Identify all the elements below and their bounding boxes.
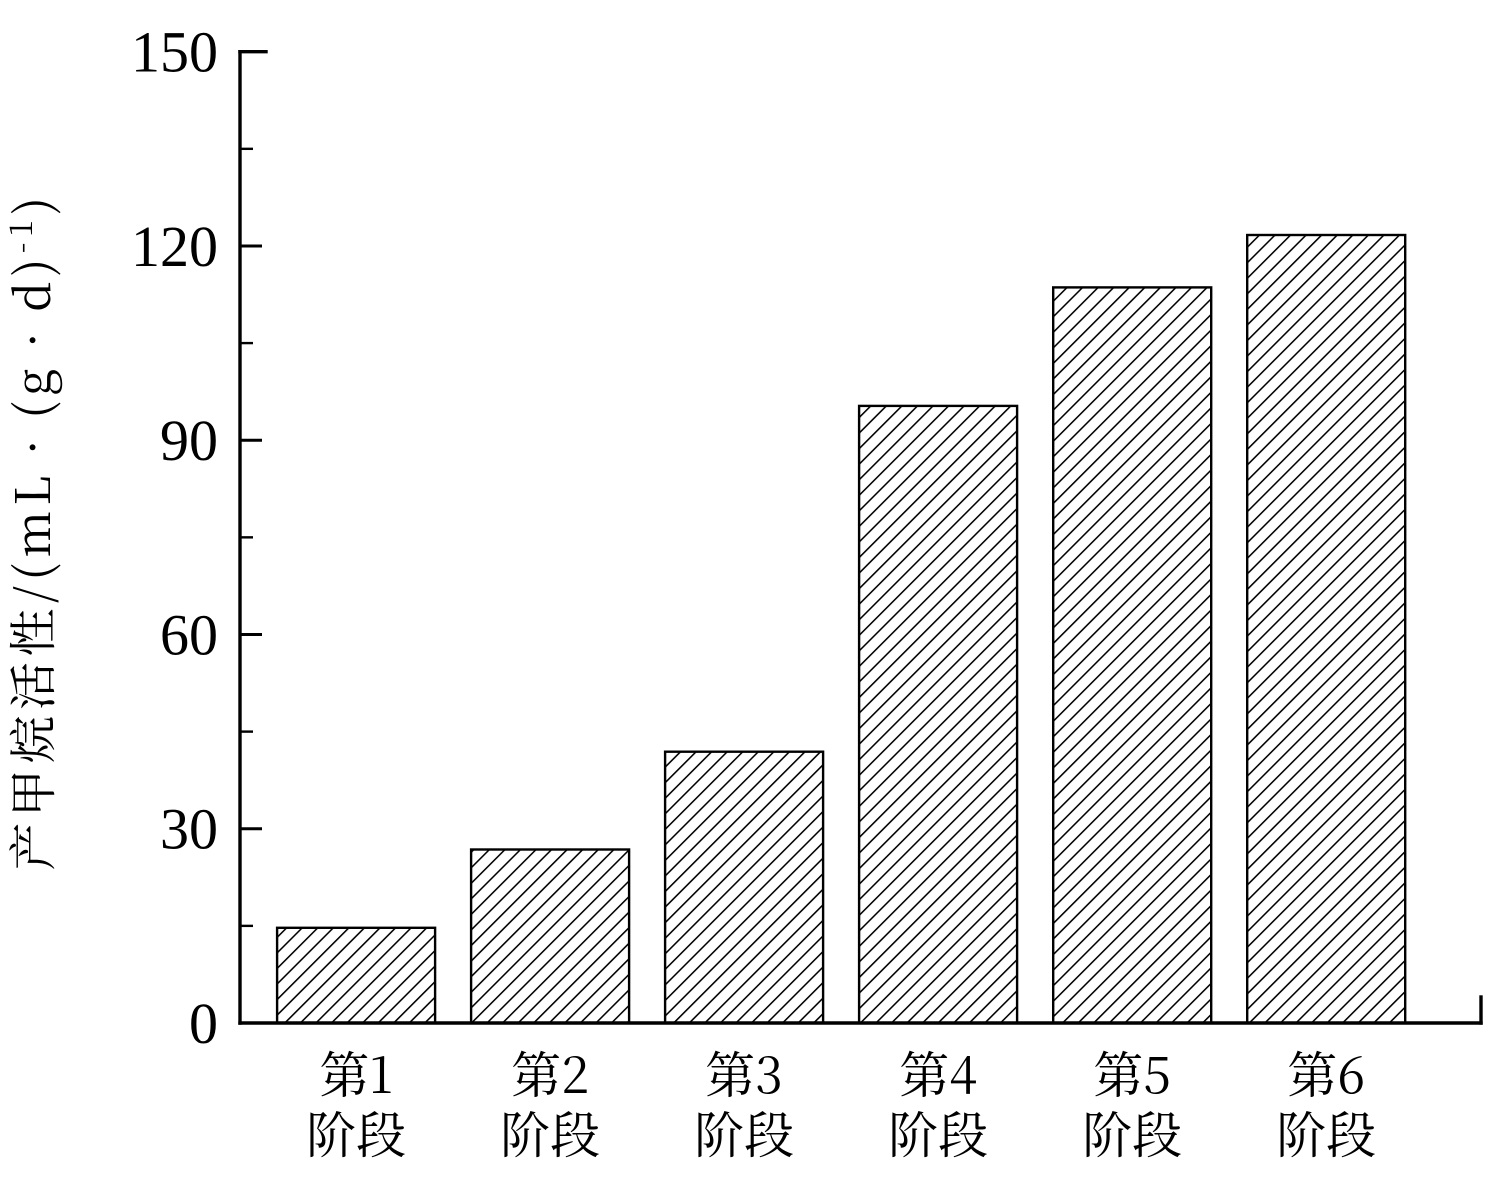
svg-text:30: 30 [160, 797, 218, 862]
svg-text:0: 0 [189, 991, 218, 1056]
svg-text:产甲烷活性/(mL · (g · d)-1): 产甲烷活性/(mL · (g · d)-1) [0, 191, 64, 870]
svg-text:阶段: 阶段 [1082, 1096, 1182, 1168]
svg-text:阶段: 阶段 [1276, 1096, 1376, 1168]
svg-text:60: 60 [160, 602, 218, 667]
svg-text:90: 90 [160, 408, 218, 473]
svg-text:120: 120 [131, 214, 218, 279]
svg-text:阶段: 阶段 [694, 1096, 794, 1168]
svg-text:阶段: 阶段 [306, 1096, 406, 1168]
svg-text:150: 150 [131, 20, 218, 85]
svg-text:阶段: 阶段 [500, 1096, 600, 1168]
svg-text:阶段: 阶段 [888, 1096, 988, 1168]
